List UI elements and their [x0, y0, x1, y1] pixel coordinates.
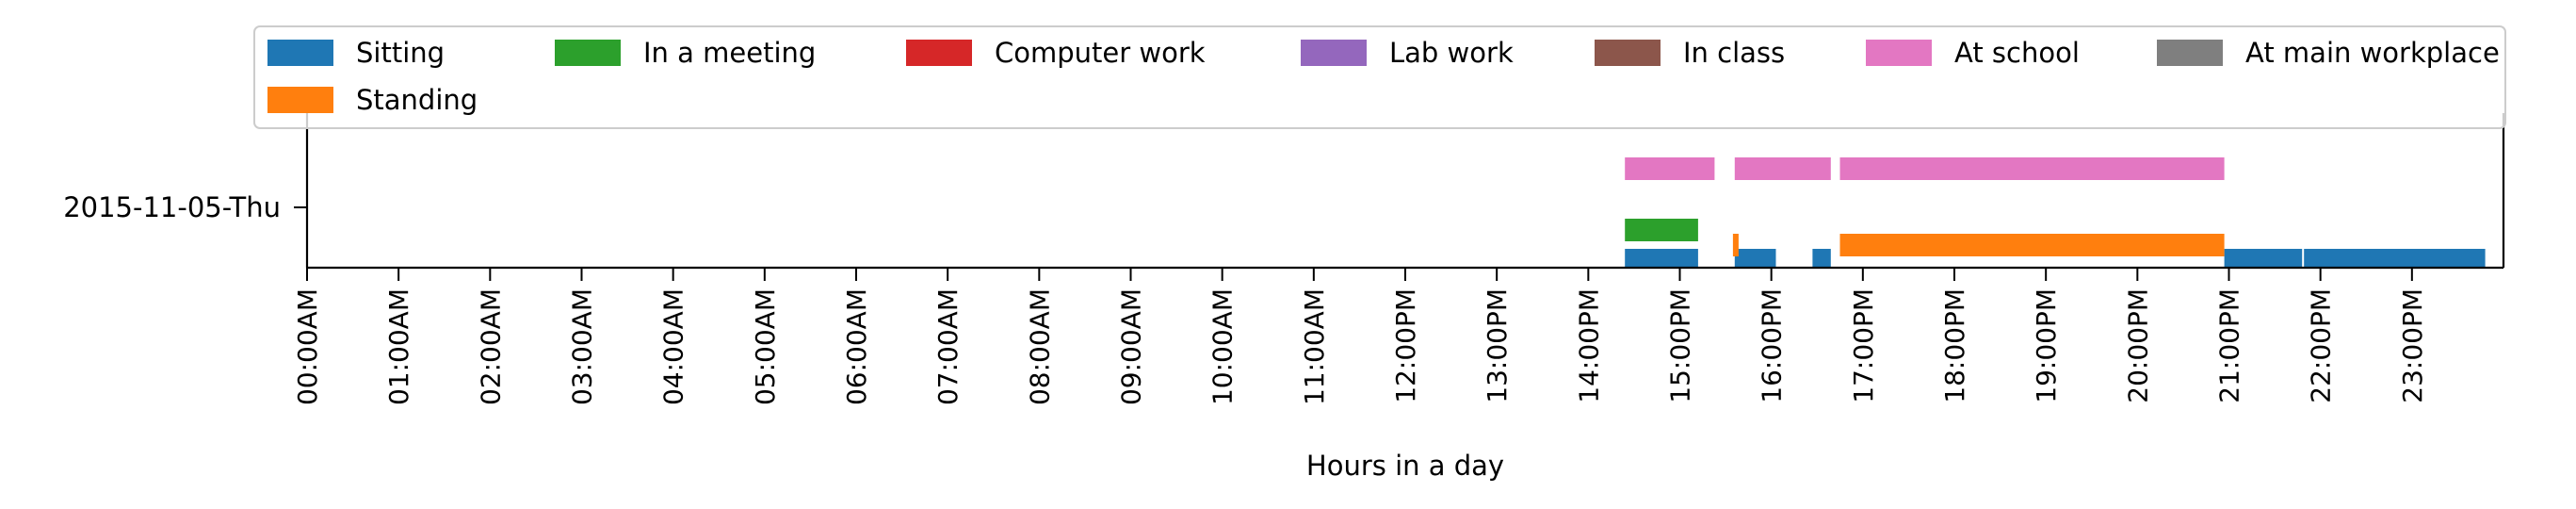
legend-swatch-sitting [267, 40, 333, 66]
x-tick-label: 17:00PM [1848, 288, 1879, 403]
bar-standing [1732, 234, 1739, 256]
legend-swatch-in-class [1595, 40, 1661, 66]
x-tick-label: 16:00PM [1757, 288, 1788, 403]
x-tick-label: 21:00PM [2214, 288, 2245, 403]
bar-sitting [2304, 249, 2486, 268]
x-tick-label: 14:00PM [1573, 288, 1604, 403]
x-tick-label: 13:00PM [1482, 288, 1513, 403]
legend-label-sitting: Sitting [356, 37, 445, 69]
x-tick-label: 22:00PM [2306, 288, 2337, 403]
x-tick-label: 19:00PM [2031, 288, 2062, 403]
x-tick-label: 01:00AM [383, 288, 414, 405]
legend-label-computer-work: Computer work [995, 37, 1206, 69]
x-tick-label: 09:00AM [1116, 288, 1147, 405]
bar-at-school [1839, 157, 2225, 180]
legend-swatch-computer-work [906, 40, 972, 66]
legend-label-at-school: At school [1954, 37, 2080, 69]
x-tick-label: 08:00AM [1024, 288, 1055, 405]
x-tick-label: 12:00PM [1390, 288, 1421, 403]
bar-sitting [1625, 249, 1698, 268]
bar-sitting [1812, 249, 1831, 268]
legend-label-at-main-workplace: At main workplace [2245, 37, 2500, 69]
x-axis-label: Hours in a day [1306, 450, 1504, 482]
x-tick-label: 20:00PM [2122, 288, 2153, 403]
y-tick-label: 2015-11-05-Thu [63, 191, 281, 223]
bar-sitting [1734, 249, 1776, 268]
x-tick-label: 00:00AM [292, 288, 323, 405]
x-tick-label: 10:00AM [1207, 288, 1239, 405]
x-tick-label: 11:00AM [1299, 288, 1330, 405]
legend-swatch-in-a-meeting [555, 40, 621, 66]
legend-swatch-at-school [1866, 40, 1932, 66]
bar-standing [1839, 234, 2225, 256]
x-tick-label: 15:00PM [1665, 288, 1696, 403]
x-tick-label: 06:00AM [841, 288, 872, 405]
legend-label-in-a-meeting: In a meeting [643, 37, 816, 69]
legend-swatch-standing [267, 87, 333, 113]
x-ticks: 00:00AM 01:00AM 02:00AM 03:00AM 04:00AM 05:00… [292, 268, 2428, 405]
bar-sitting [2224, 249, 2303, 268]
x-tick-label: 04:00AM [658, 288, 689, 405]
x-tick-label: 03:00AM [567, 288, 598, 405]
x-tick-label: 23:00PM [2397, 288, 2428, 403]
legend-swatch-lab-work [1301, 40, 1367, 66]
x-tick-label: 05:00AM [750, 288, 781, 405]
legend-label-in-class: In class [1683, 37, 1785, 69]
bar-at-school [1625, 157, 1715, 180]
legend-label-standing: Standing [356, 84, 478, 116]
x-tick-label: 07:00AM [932, 288, 964, 405]
legend-swatch-at-main-workplace [2157, 40, 2223, 66]
bar-in-a-meeting [1625, 219, 1698, 241]
legend-frame [253, 25, 2506, 129]
bar-at-school [1734, 157, 1831, 180]
x-tick-label: 02:00AM [475, 288, 506, 405]
x-tick-label: 18:00PM [1939, 288, 1970, 403]
legend: Sitting In a meeting Computer work Lab work… [253, 25, 2506, 129]
legend-label-lab-work: Lab work [1389, 37, 1514, 69]
y-ticks: 2015-11-05-Thu [63, 191, 307, 223]
activity-bars [1625, 157, 2486, 268]
